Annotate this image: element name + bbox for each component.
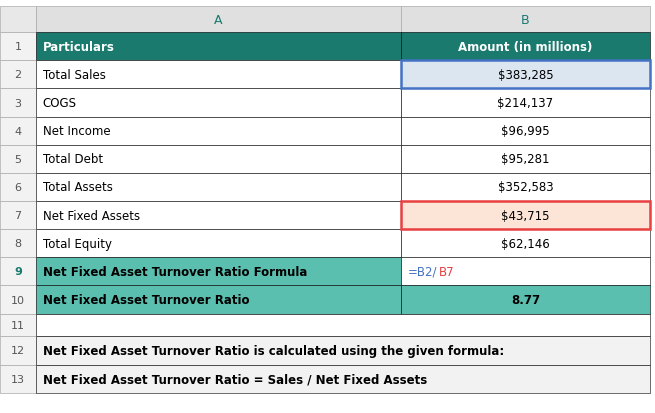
Text: $383,285: $383,285 — [498, 69, 553, 82]
Text: $96,995: $96,995 — [501, 125, 550, 138]
Bar — [0, 314, 36, 337]
Bar — [0, 202, 36, 230]
Bar — [36, 258, 402, 286]
Bar — [0, 89, 36, 117]
Text: B: B — [521, 14, 530, 27]
Bar — [402, 33, 650, 61]
Text: 13: 13 — [11, 374, 25, 384]
Text: Net Fixed Asset Turnover Ratio: Net Fixed Asset Turnover Ratio — [43, 293, 249, 306]
Bar — [402, 117, 650, 145]
Text: Net Fixed Asset Turnover Ratio = Sales / Net Fixed Assets: Net Fixed Asset Turnover Ratio = Sales /… — [43, 372, 427, 385]
Bar — [0, 258, 36, 286]
Text: 8: 8 — [14, 239, 22, 249]
Text: A: A — [214, 14, 223, 27]
Text: 12: 12 — [11, 346, 25, 356]
Text: Total Assets: Total Assets — [43, 181, 113, 194]
Text: Net Income: Net Income — [43, 125, 110, 138]
Text: 4: 4 — [14, 126, 22, 136]
Text: $352,583: $352,583 — [498, 181, 553, 194]
Bar — [0, 145, 36, 173]
Text: $95,281: $95,281 — [501, 153, 550, 166]
Bar — [402, 202, 650, 230]
Bar — [36, 89, 402, 117]
Bar — [0, 33, 36, 61]
Bar — [402, 258, 650, 286]
Bar — [402, 61, 650, 89]
Text: $43,715: $43,715 — [501, 209, 550, 222]
Text: B7: B7 — [440, 265, 455, 278]
Text: 7: 7 — [14, 211, 22, 221]
Bar — [36, 314, 650, 337]
Text: 3: 3 — [14, 98, 22, 108]
Text: =B2/: =B2/ — [408, 265, 438, 278]
Text: 8.77: 8.77 — [511, 293, 540, 306]
Text: 5: 5 — [14, 154, 22, 164]
Text: 2: 2 — [14, 70, 22, 80]
Text: Amount (in millions): Amount (in millions) — [458, 40, 593, 54]
Bar — [36, 7, 402, 33]
Text: 9: 9 — [14, 267, 22, 277]
Bar — [36, 117, 402, 145]
Text: Net Fixed Asset Turnover Ratio Formula: Net Fixed Asset Turnover Ratio Formula — [43, 265, 307, 278]
Text: $214,137: $214,137 — [497, 97, 553, 110]
Text: Net Fixed Assets: Net Fixed Assets — [43, 209, 140, 222]
Text: COGS: COGS — [43, 97, 77, 110]
Bar — [0, 230, 36, 258]
Bar — [0, 337, 36, 365]
Bar — [402, 286, 650, 314]
Bar — [0, 117, 36, 145]
Bar — [402, 89, 650, 117]
Bar — [402, 173, 650, 202]
Text: Total Equity: Total Equity — [43, 237, 111, 250]
Bar — [36, 365, 650, 393]
Bar — [36, 286, 402, 314]
Text: Net Fixed Asset Turnover Ratio is calculated using the given formula:: Net Fixed Asset Turnover Ratio is calcul… — [43, 344, 504, 357]
Bar — [402, 7, 650, 33]
Bar — [0, 173, 36, 202]
Text: 11: 11 — [11, 320, 25, 330]
Bar — [0, 61, 36, 89]
Text: Total Debt: Total Debt — [43, 153, 103, 166]
Bar — [36, 173, 402, 202]
Bar — [36, 202, 402, 230]
Bar — [402, 145, 650, 173]
Text: 1: 1 — [14, 42, 22, 52]
Text: $62,146: $62,146 — [501, 237, 550, 250]
Bar — [0, 7, 36, 33]
Text: 10: 10 — [11, 295, 25, 305]
Bar — [0, 365, 36, 393]
Bar — [402, 230, 650, 258]
Bar — [36, 61, 402, 89]
Bar — [36, 230, 402, 258]
Bar — [0, 286, 36, 314]
Bar — [36, 337, 650, 365]
Text: Particulars: Particulars — [43, 40, 115, 54]
Text: Total Sales: Total Sales — [43, 69, 105, 82]
Bar — [36, 33, 402, 61]
Bar — [402, 61, 650, 89]
Text: 6: 6 — [14, 183, 22, 192]
Bar — [402, 202, 650, 230]
Bar — [36, 145, 402, 173]
